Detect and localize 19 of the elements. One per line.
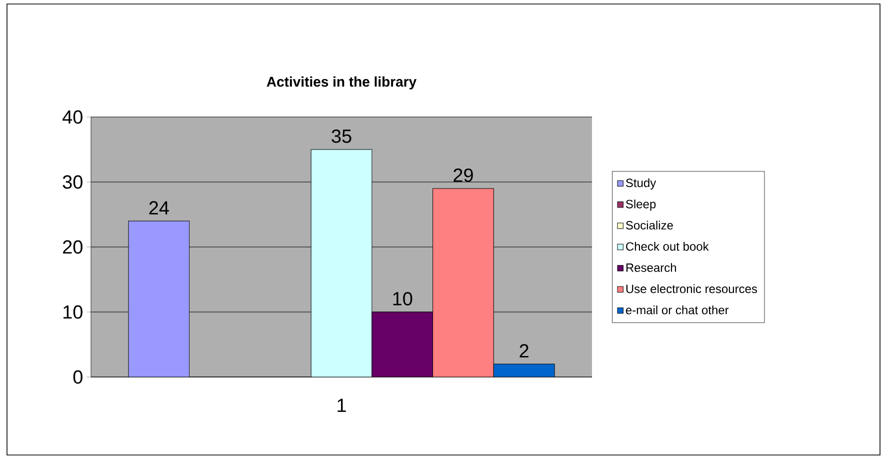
data-label: 35 [332, 129, 352, 143]
legend-label: Check out book [626, 242, 709, 251]
y-tick-label: 40 [62, 110, 82, 124]
data-label: 10 [393, 292, 412, 306]
y-tick-label: 30 [62, 175, 82, 189]
legend-label: Research [626, 263, 676, 272]
data-label: 24 [149, 201, 169, 214]
chart-title: Activities in the library [266, 76, 417, 90]
data-label: 2 [520, 344, 528, 358]
legend-label: Use electronic resources [626, 284, 758, 294]
x-tick-label: 1 [338, 398, 346, 412]
legend-label: Socialize [626, 220, 673, 230]
legend-label: Sleep [626, 200, 656, 211]
y-tick-label: 10 [64, 305, 82, 319]
data-label: 29 [454, 168, 473, 182]
y-tick-label: 20 [63, 240, 82, 254]
legend-label: e-mail or chat other [626, 305, 729, 314]
legend-label: Study [626, 178, 656, 190]
y-tick-label: 0 [73, 370, 82, 384]
